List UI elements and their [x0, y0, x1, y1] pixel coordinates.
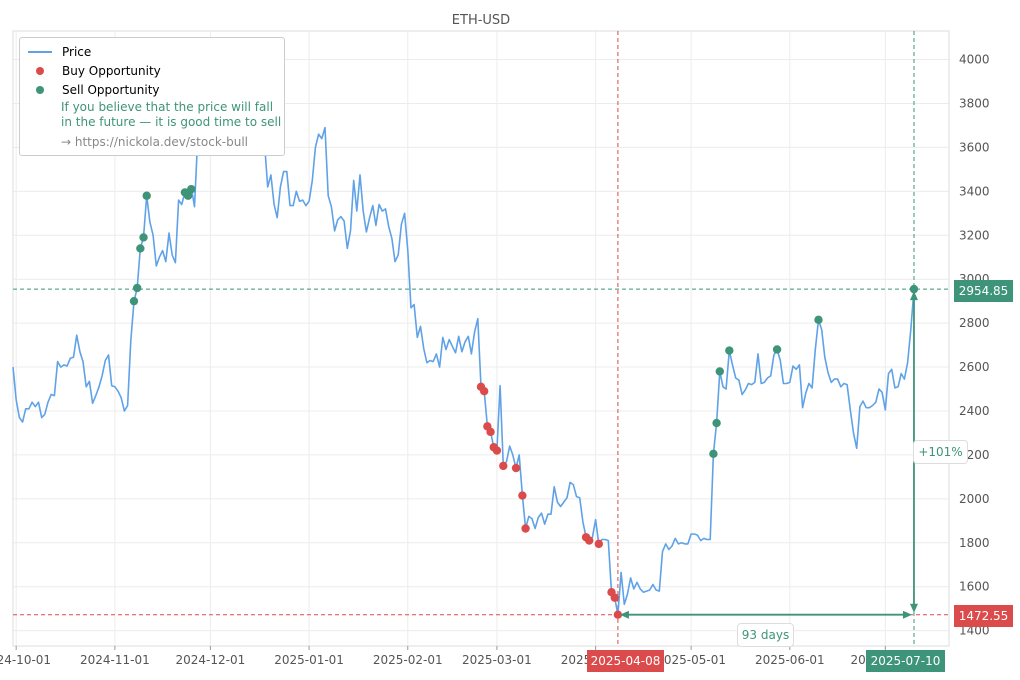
chart-legend: Price Buy Opportunity Sell Opportunity I…	[19, 37, 285, 156]
buy-opportunity-point	[521, 524, 530, 533]
chart-title: ETH-USD	[452, 13, 510, 28]
sell-opportunity-point	[725, 346, 734, 355]
buy-date-badge: 2025-04-08	[587, 650, 664, 672]
gain-arrow-head-down	[909, 603, 918, 613]
gain-arrow-head-up	[909, 291, 918, 301]
buy-opportunity-point	[511, 463, 521, 473]
x-tick-label: 2024-12-01	[176, 653, 246, 667]
buy-opportunity-point	[486, 427, 495, 437]
duration-callout: 93 days	[737, 623, 794, 647]
sell-opportunity-point	[814, 315, 823, 325]
sell-opportunity-point	[132, 283, 142, 293]
y-tick-label: 2600	[959, 360, 990, 374]
x-tick-label: 2025-01-01	[274, 653, 344, 667]
legend-sell-note: If you believe that the price will fall …	[61, 100, 282, 129]
gain-callout: +101%	[913, 440, 968, 464]
sell-dot-swatch	[36, 86, 44, 94]
sell-opportunity-point	[909, 284, 919, 294]
sell-opportunity-point	[709, 449, 718, 459]
buy-opportunity-point	[594, 539, 603, 549]
y-tick-label: 1400	[959, 624, 990, 638]
y-tick-label: 1600	[959, 580, 990, 594]
buy-opportunity-point	[610, 593, 619, 602]
y-tick-label: 2800	[959, 316, 990, 330]
price-line-swatch	[28, 51, 52, 53]
sell-opportunity-point	[136, 244, 145, 253]
buy-price-badge: 1472.55	[954, 605, 1013, 627]
legend-price-label: Price	[62, 45, 92, 59]
y-tick-label: 3200	[959, 228, 990, 242]
sell-opportunity-point	[772, 345, 782, 354]
legend-item-sell: Sell Opportunity	[28, 81, 160, 99]
y-tick-label: 3800	[959, 96, 990, 110]
buy-opportunity-point	[499, 461, 508, 471]
y-tick-label: 2000	[959, 492, 990, 506]
x-tick-label: 2025-02-01	[373, 653, 443, 667]
x-tick-label: 2025-06-01	[755, 653, 825, 667]
y-tick-label: 3600	[959, 140, 990, 154]
sell-opportunity-point	[187, 184, 196, 194]
duration-arrow-head-right	[902, 610, 912, 619]
x-tick-label: 2024-11-01	[80, 653, 150, 667]
y-tick-label: 1800	[959, 536, 990, 550]
legend-sell-label: Sell Opportunity	[62, 83, 160, 97]
y-tick-label: 2400	[959, 404, 990, 418]
y-tick-label: 3400	[959, 184, 990, 198]
y-tick-label: 4000	[959, 53, 990, 67]
buy-opportunity-point	[492, 446, 502, 455]
x-tick-label: 2025-05-01	[656, 653, 726, 667]
sell-price-badge: 2954.85	[954, 280, 1013, 302]
sell-opportunity-point	[183, 191, 193, 200]
plot-frame	[12, 30, 950, 647]
duration-arrow-head-left	[619, 610, 629, 619]
buy-opportunity-point	[518, 491, 527, 500]
sell-opportunity-point	[139, 233, 148, 242]
legend-item-buy: Buy Opportunity	[28, 62, 161, 80]
buy-dot-swatch	[36, 67, 44, 75]
price-series-line	[12, 56, 915, 616]
sell-opportunity-point	[142, 191, 151, 200]
legend-item-price: Price	[28, 43, 91, 61]
sell-opportunity-point	[712, 418, 721, 428]
buy-opportunity-point	[585, 536, 594, 545]
x-tick-label: 2025-03-01	[462, 653, 532, 667]
buy-opportunity-point	[479, 387, 489, 396]
sell-date-badge: 2025-07-10	[866, 650, 945, 672]
sell-opportunity-point	[715, 367, 724, 376]
buy-opportunity-point	[613, 610, 623, 619]
sell-opportunity-point	[129, 296, 139, 306]
x-tick-label: 2024-10-01	[0, 653, 51, 667]
legend-link[interactable]: → https://nickola.dev/stock-bull	[61, 135, 248, 149]
legend-buy-label: Buy Opportunity	[62, 64, 161, 78]
